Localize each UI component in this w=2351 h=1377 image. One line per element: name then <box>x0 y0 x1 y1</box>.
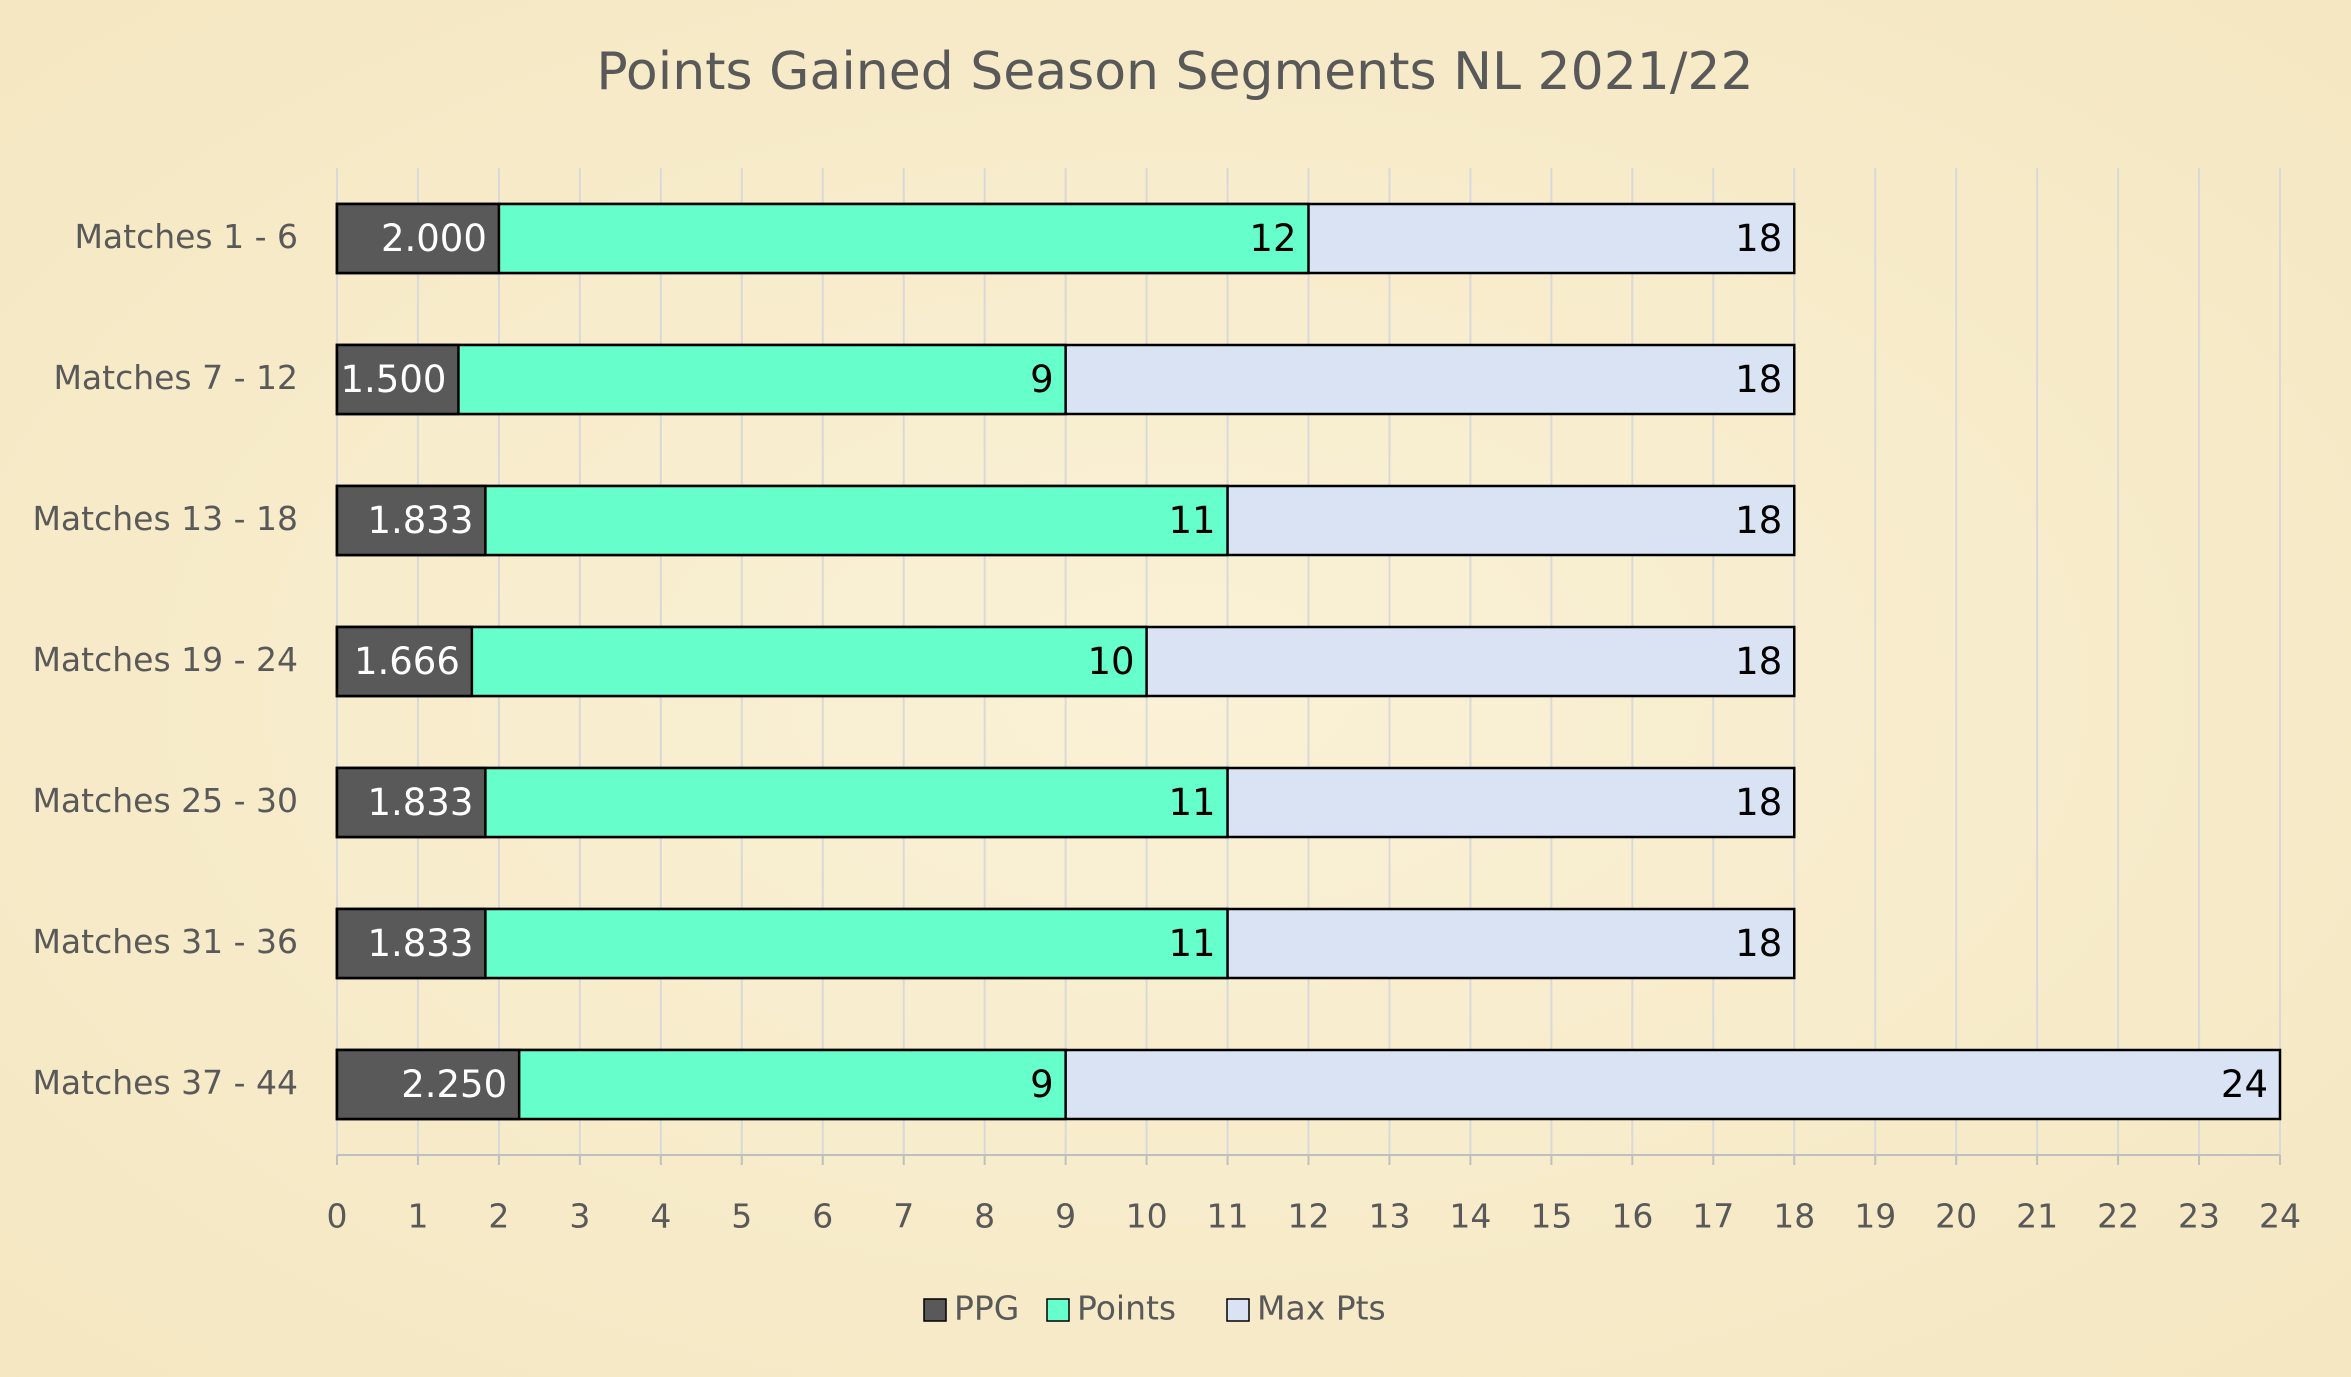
data-label: 1.833 <box>367 922 473 965</box>
bar <box>335 202 501 275</box>
x-tick-label: 18 <box>1773 1197 1815 1236</box>
x-tick-label: 9 <box>1055 1197 1076 1236</box>
x-tick-label: 21 <box>2016 1197 2058 1236</box>
y-tick-label: Matches 19 - 24 <box>32 640 298 679</box>
data-label: 18 <box>1735 358 1782 401</box>
x-tick-label: 4 <box>650 1197 671 1236</box>
x-tick-label: 7 <box>893 1197 914 1236</box>
data-label: 11 <box>1168 499 1215 542</box>
data-label: 18 <box>1735 499 1782 542</box>
data-label: 12 <box>1249 217 1296 260</box>
y-tick-label: Matches 13 - 18 <box>32 499 298 538</box>
y-tick-label: Matches 7 - 12 <box>53 358 298 397</box>
x-tick-label: 10 <box>1126 1197 1168 1236</box>
x-tick-label: 24 <box>2259 1197 2301 1236</box>
legend-swatch <box>923 1298 947 1322</box>
data-label: 9 <box>1030 1063 1054 1106</box>
legend-label: PPG <box>954 1289 1019 1328</box>
data-label: 1.833 <box>367 499 473 542</box>
data-label: 2.000 <box>381 217 487 260</box>
x-tick-label: 2 <box>488 1197 509 1236</box>
x-tick-label: 14 <box>1449 1197 1491 1236</box>
x-tick-label: 8 <box>974 1197 995 1236</box>
x-tick-label: 22 <box>2097 1197 2139 1236</box>
bar <box>335 766 487 839</box>
data-label: 18 <box>1735 922 1782 965</box>
data-label: 2.250 <box>401 1063 507 1106</box>
x-tick-label: 20 <box>1935 1197 1977 1236</box>
y-tick-label: Matches 31 - 36 <box>32 922 298 961</box>
x-tick-label: 1 <box>407 1197 428 1236</box>
data-label: 11 <box>1168 922 1215 965</box>
x-tick-label: 15 <box>1530 1197 1572 1236</box>
x-tick-label: 3 <box>569 1197 590 1236</box>
x-tick-label: 5 <box>731 1197 752 1236</box>
x-tick-label: 17 <box>1692 1197 1734 1236</box>
legend-label: Max Pts <box>1257 1289 1386 1328</box>
x-tick-label: 6 <box>812 1197 833 1236</box>
x-tick-label: 11 <box>1207 1197 1249 1236</box>
legend-swatch <box>1226 1298 1250 1322</box>
x-tick-label: 19 <box>1854 1197 1896 1236</box>
data-label: 1.833 <box>367 781 473 824</box>
data-label: 18 <box>1735 640 1782 683</box>
y-tick-label: Matches 37 - 44 <box>32 1063 298 1102</box>
data-label: 10 <box>1087 640 1134 683</box>
x-tick-label: 23 <box>2178 1197 2220 1236</box>
bar <box>335 907 487 980</box>
bar <box>335 625 474 698</box>
x-tick-label: 16 <box>1611 1197 1653 1236</box>
x-tick-label: 0 <box>327 1197 348 1236</box>
data-label: 1.666 <box>354 640 460 683</box>
data-label: 9 <box>1030 358 1054 401</box>
chart-title: Points Gained Season Segments NL 2021/22 <box>596 42 1753 102</box>
x-tick-label: 13 <box>1368 1197 1410 1236</box>
bar <box>335 484 487 557</box>
data-label: 1.500 <box>341 358 447 401</box>
data-label: 11 <box>1168 781 1215 824</box>
data-label: 24 <box>2221 1063 2268 1106</box>
data-label: 18 <box>1735 217 1782 260</box>
legend-label: Points <box>1077 1289 1176 1328</box>
bar <box>335 1048 521 1121</box>
y-tick-label: Matches 1 - 6 <box>74 217 298 256</box>
legend-swatch <box>1046 1298 1070 1322</box>
x-tick-label: 12 <box>1288 1197 1330 1236</box>
bar <box>335 343 460 416</box>
y-tick-label: Matches 25 - 30 <box>32 781 298 820</box>
data-label: 18 <box>1735 781 1782 824</box>
